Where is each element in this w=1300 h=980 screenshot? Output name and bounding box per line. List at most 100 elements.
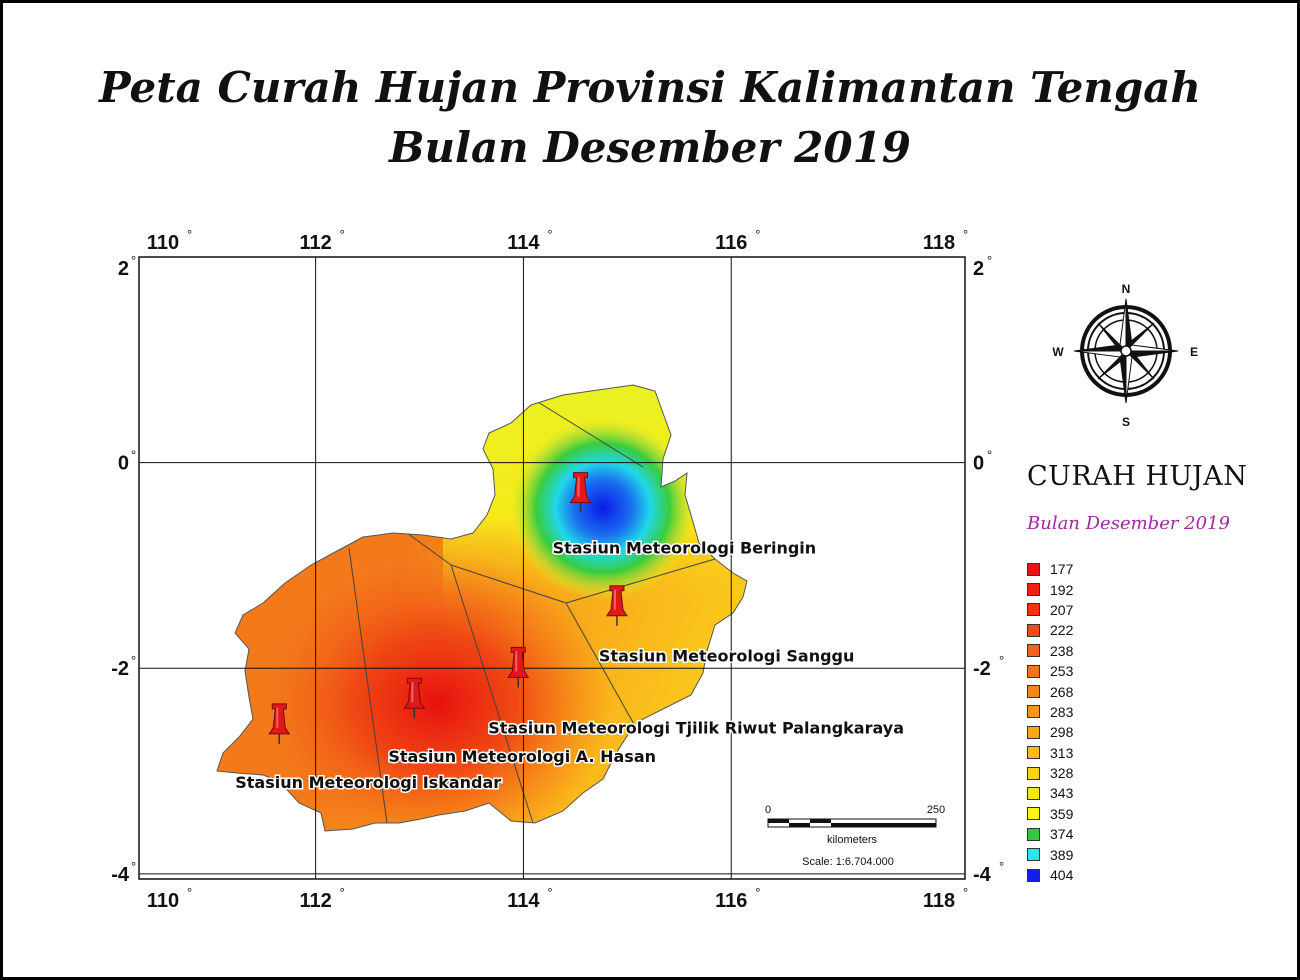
station-label: Stasiun Meteorologi Tjilik Riwut Palangk… bbox=[488, 718, 904, 737]
legend-item: 328 bbox=[1027, 763, 1073, 783]
station-layer: Stasiun Meteorologi Beringin Stasiun Mete… bbox=[234, 472, 906, 793]
lon-degree-mark: ° bbox=[187, 227, 192, 242]
scale-bar: 0 250 kilometers Scale: 1:6.704.000 bbox=[765, 804, 945, 868]
legend-item: 298 bbox=[1027, 722, 1073, 742]
legend-swatch bbox=[1027, 807, 1040, 821]
legend-item: 283 bbox=[1027, 702, 1073, 722]
legend-swatch bbox=[1027, 603, 1040, 617]
lat-tick-label: 2 bbox=[118, 258, 129, 280]
map-frame: Peta Curah Hujan Provinsi Kalimantan Ten… bbox=[3, 3, 1297, 977]
legend-item: 253 bbox=[1027, 661, 1073, 681]
lat-tick-label: 0 bbox=[973, 453, 984, 475]
lon-degree-mark: ° bbox=[755, 885, 760, 900]
station-pin-icon bbox=[569, 472, 592, 513]
legend-item: 313 bbox=[1027, 743, 1073, 763]
legend-item: 177 bbox=[1027, 559, 1073, 579]
lat-tick-label: -2 bbox=[973, 658, 991, 680]
graticule bbox=[139, 257, 965, 879]
scale-start-label: 0 bbox=[765, 804, 771, 816]
legend-value: 359 bbox=[1050, 805, 1074, 822]
lon-tick-label: 114 bbox=[507, 232, 540, 254]
legend-swatch bbox=[1027, 705, 1040, 719]
legend-swatch bbox=[1027, 746, 1040, 760]
legend-swatch bbox=[1027, 685, 1040, 699]
legend-item: 192 bbox=[1027, 579, 1073, 599]
lon-tick-label: 118 bbox=[923, 890, 955, 912]
lat-degree-mark: ° bbox=[131, 653, 136, 668]
legend-swatch bbox=[1027, 562, 1040, 576]
legend-list: 177 192 207 222 238 253 268 283 298 313 328 343 359 3… bbox=[1027, 559, 1073, 885]
compass-e: E bbox=[1190, 345, 1198, 359]
map-title-line1: Peta Curah Hujan Provinsi Kalimantan Ten… bbox=[99, 63, 1201, 112]
lat-tick-label: -2 bbox=[111, 658, 129, 680]
lat-degree-mark: ° bbox=[987, 448, 992, 463]
legend-item: 389 bbox=[1027, 844, 1073, 864]
lon-tick-label: 110 bbox=[147, 232, 179, 254]
station-pin-icon bbox=[403, 677, 426, 719]
lon-degree-mark: ° bbox=[187, 885, 192, 900]
legend-title: CURAH HUJAN bbox=[1027, 461, 1248, 492]
legend-swatch bbox=[1027, 766, 1040, 780]
lon-tick-label: 118 bbox=[923, 232, 955, 254]
legend-value: 253 bbox=[1050, 663, 1074, 680]
legend-swatch bbox=[1027, 725, 1040, 739]
map-border bbox=[138, 256, 966, 880]
station-label: Stasiun Meteorologi A. Hasan bbox=[388, 747, 656, 766]
scale-unit-label: kilometers bbox=[827, 834, 878, 846]
legend-item: 238 bbox=[1027, 641, 1073, 661]
lon-degree-mark: ° bbox=[547, 885, 552, 900]
legend-swatch bbox=[1027, 583, 1040, 597]
lat-degree-mark: ° bbox=[987, 253, 992, 268]
lat-degree-mark: ° bbox=[999, 653, 1004, 668]
lon-degree-mark: ° bbox=[963, 227, 968, 242]
legend-value: 192 bbox=[1050, 581, 1074, 598]
legend-value: 222 bbox=[1050, 622, 1074, 639]
legend-item: 268 bbox=[1027, 681, 1073, 701]
station-pin-icon bbox=[507, 646, 530, 688]
map-title-line2: Bulan Desember 2019 bbox=[388, 123, 912, 172]
scale-ratio-label: Scale: 1:6.704.000 bbox=[802, 856, 894, 868]
legend-item: 343 bbox=[1027, 783, 1073, 803]
legend-item: 359 bbox=[1027, 804, 1073, 824]
legend-value: 207 bbox=[1050, 601, 1074, 618]
lat-tick-label: -4 bbox=[973, 864, 992, 886]
legend-item: 404 bbox=[1027, 865, 1073, 885]
legend-value: 389 bbox=[1050, 846, 1074, 863]
legend-item: 207 bbox=[1027, 600, 1073, 620]
legend-item: 222 bbox=[1027, 620, 1073, 640]
lat-tick-label: 2 bbox=[973, 258, 984, 280]
lon-degree-mark: ° bbox=[547, 227, 552, 242]
legend-value: 313 bbox=[1050, 744, 1074, 761]
legend-value: 238 bbox=[1050, 642, 1074, 659]
legend-subtitle: Bulan Desember 2019 bbox=[1027, 513, 1230, 534]
lon-degree-mark: ° bbox=[755, 227, 760, 242]
legend-swatch bbox=[1027, 848, 1040, 862]
legend-value: 283 bbox=[1050, 703, 1074, 720]
legend-swatch bbox=[1027, 644, 1040, 658]
lat-degree-mark: ° bbox=[131, 448, 136, 463]
lat-degree-mark: ° bbox=[999, 859, 1004, 874]
compass-w: W bbox=[1052, 345, 1064, 359]
scale-end-label: 250 bbox=[927, 804, 945, 816]
lat-degree-mark: ° bbox=[131, 859, 136, 874]
coordinate-labels: 110 ° 110 ° 112 ° 112 ° 114 ° 114 ° 116 ° 116 ° 118 ° 118 °… bbox=[111, 227, 1004, 912]
lat-degree-mark: ° bbox=[131, 253, 136, 268]
lon-degree-mark: ° bbox=[340, 227, 345, 242]
lat-tick-label: 0 bbox=[118, 453, 129, 475]
legend-swatch bbox=[1027, 664, 1040, 678]
lon-tick-label: 116 bbox=[715, 890, 747, 912]
lon-degree-mark: ° bbox=[963, 885, 968, 900]
legend-value: 374 bbox=[1050, 826, 1074, 843]
lat-tick-label: -4 bbox=[111, 864, 130, 886]
lon-degree-mark: ° bbox=[340, 885, 345, 900]
lon-tick-label: 114 bbox=[507, 890, 540, 912]
station-label: Stasiun Meteorologi Sanggu bbox=[599, 647, 854, 666]
station-label: Stasiun Meteorologi Iskandar bbox=[235, 773, 501, 792]
legend-value: 328 bbox=[1050, 765, 1074, 782]
lon-tick-label: 110 bbox=[147, 890, 179, 912]
legend-value: 343 bbox=[1050, 785, 1074, 802]
legend-value: 404 bbox=[1050, 867, 1074, 884]
legend-value: 298 bbox=[1050, 724, 1074, 741]
north-arrow-icon: N E S W bbox=[1052, 282, 1198, 429]
station-pin-icon bbox=[268, 703, 291, 744]
